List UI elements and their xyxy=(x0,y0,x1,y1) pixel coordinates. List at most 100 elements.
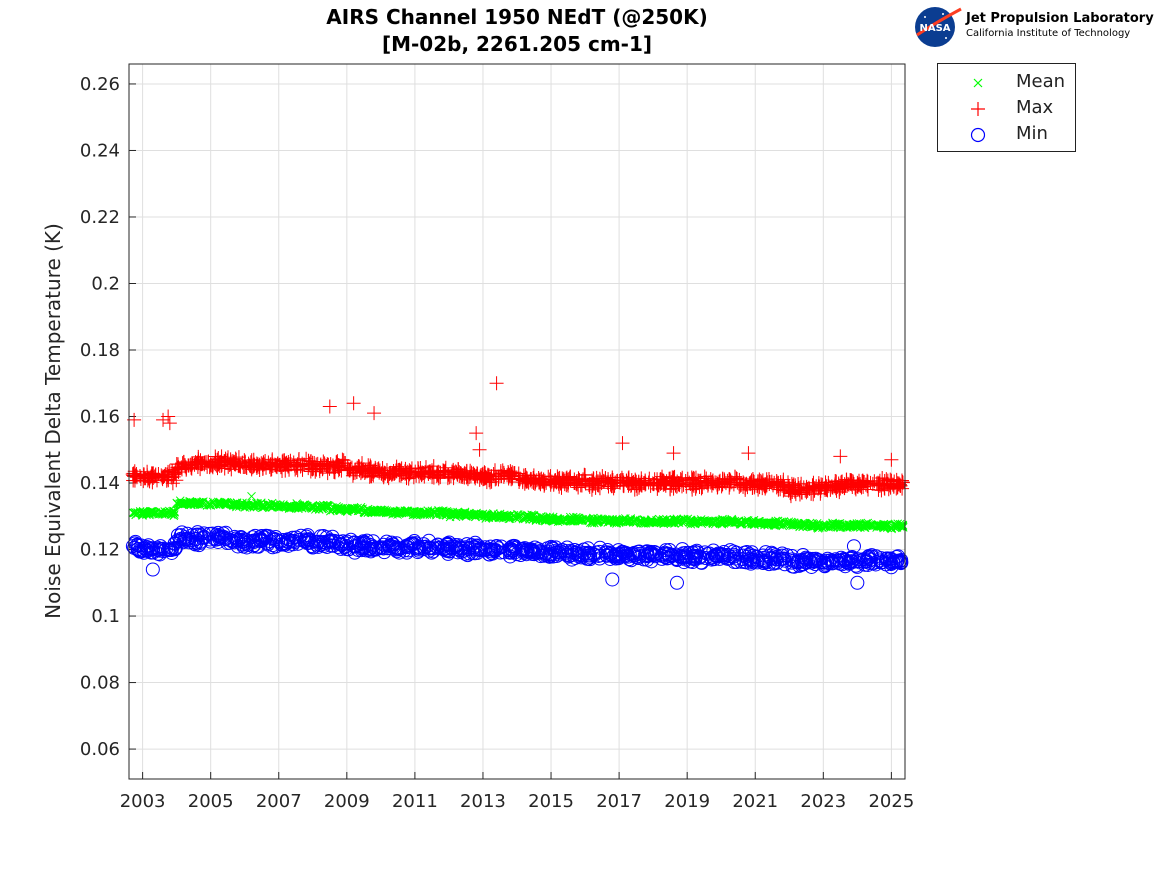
max-marker xyxy=(493,466,508,481)
min-marker xyxy=(845,550,860,565)
min-marker xyxy=(768,548,783,563)
legend: Mean Max Min xyxy=(937,63,1076,152)
min-marker xyxy=(869,555,884,570)
max-marker xyxy=(395,466,410,481)
max-marker xyxy=(264,462,279,477)
max-marker xyxy=(751,482,766,497)
min-marker xyxy=(326,538,341,553)
max-marker xyxy=(323,457,338,472)
max-marker xyxy=(463,466,478,481)
axes-box xyxy=(128,63,906,780)
y-tick-label: 0.26 xyxy=(80,74,120,95)
min-marker xyxy=(227,529,242,544)
max-marker xyxy=(341,461,356,476)
mean-marker xyxy=(146,506,156,516)
x-tick-label: 2003 xyxy=(120,791,166,812)
max-marker xyxy=(363,468,378,483)
max-marker xyxy=(666,470,681,485)
x-tick-label: 2015 xyxy=(528,791,574,812)
min-marker xyxy=(758,554,773,569)
max-marker xyxy=(424,463,439,478)
y-tick-label: 0.22 xyxy=(80,207,120,228)
y-tick-label: 0.08 xyxy=(80,673,120,694)
y-tick-label: 0.16 xyxy=(80,407,120,428)
mean-marker xyxy=(265,500,275,510)
max-marker xyxy=(784,476,799,491)
min-marker xyxy=(580,541,595,556)
max-marker xyxy=(528,475,543,490)
min-marker xyxy=(136,540,151,555)
max-marker xyxy=(577,467,592,482)
max-marker xyxy=(189,456,204,471)
max-marker xyxy=(783,484,798,499)
max-marker xyxy=(595,469,610,484)
min-marker xyxy=(410,545,425,560)
min-marker xyxy=(193,527,208,542)
title-line-2: [M-02b, 2261.205 cm-1] xyxy=(381,32,653,56)
max-marker xyxy=(481,468,496,483)
max-marker xyxy=(821,475,836,490)
max-marker xyxy=(839,472,854,487)
max-marker xyxy=(479,470,494,485)
min-marker xyxy=(844,550,859,565)
min-marker xyxy=(408,541,423,556)
max-marker xyxy=(587,476,602,491)
max-marker xyxy=(886,479,901,494)
max-marker xyxy=(503,464,518,479)
max-marker xyxy=(241,456,256,471)
max-marker xyxy=(377,465,392,480)
max-marker xyxy=(638,474,653,489)
max-marker xyxy=(214,449,229,464)
y-tick-label: 0.12 xyxy=(80,540,120,561)
max-marker xyxy=(884,473,899,488)
max-marker xyxy=(753,473,768,488)
x-tick-label: 2009 xyxy=(324,791,370,812)
max-marker xyxy=(668,478,683,493)
mean-marker xyxy=(223,499,233,509)
max-marker xyxy=(172,461,187,476)
max-marker xyxy=(596,474,611,489)
max-marker xyxy=(363,458,378,473)
min-outlier-marker xyxy=(605,572,620,587)
mean-marker xyxy=(276,502,286,512)
min-marker xyxy=(229,531,244,546)
max-marker xyxy=(447,465,462,480)
min-marker xyxy=(376,537,391,552)
mean-marker xyxy=(278,502,288,512)
min-marker xyxy=(868,549,883,564)
max-marker xyxy=(344,460,359,475)
mean-marker xyxy=(258,503,268,512)
y-tick-label: 0.06 xyxy=(80,739,120,760)
mean-marker xyxy=(215,499,224,508)
legend-label-mean: Mean xyxy=(1016,71,1066,92)
max-marker xyxy=(850,478,865,493)
max-marker xyxy=(616,475,631,490)
mean-marker xyxy=(180,499,190,508)
max-outlier-marker xyxy=(162,416,177,431)
min-marker xyxy=(750,555,765,570)
max-marker xyxy=(739,476,754,491)
legend-label-min: Min xyxy=(1016,123,1048,144)
max-marker xyxy=(604,479,619,494)
max-marker xyxy=(237,459,252,474)
min-marker xyxy=(205,526,220,541)
max-marker xyxy=(259,460,274,475)
min-marker xyxy=(888,554,903,569)
min-marker xyxy=(357,540,372,555)
max-outlier-marker xyxy=(666,446,681,461)
max-outlier-marker xyxy=(884,452,899,467)
max-marker xyxy=(770,476,785,491)
x-tick-label: 2013 xyxy=(460,791,506,812)
min-marker xyxy=(224,534,239,549)
max-outlier-marker xyxy=(346,396,361,411)
mean-marker xyxy=(189,500,199,509)
y-tick-label: 0.1 xyxy=(91,606,120,627)
min-marker xyxy=(698,551,713,566)
min-marker xyxy=(749,550,764,565)
min-marker xyxy=(193,535,208,550)
max-outlier-marker xyxy=(615,436,630,451)
x-marker-icon xyxy=(973,78,983,88)
max-marker xyxy=(622,476,637,491)
y-tick-label: 0.24 xyxy=(80,140,120,161)
min-marker xyxy=(362,542,377,557)
